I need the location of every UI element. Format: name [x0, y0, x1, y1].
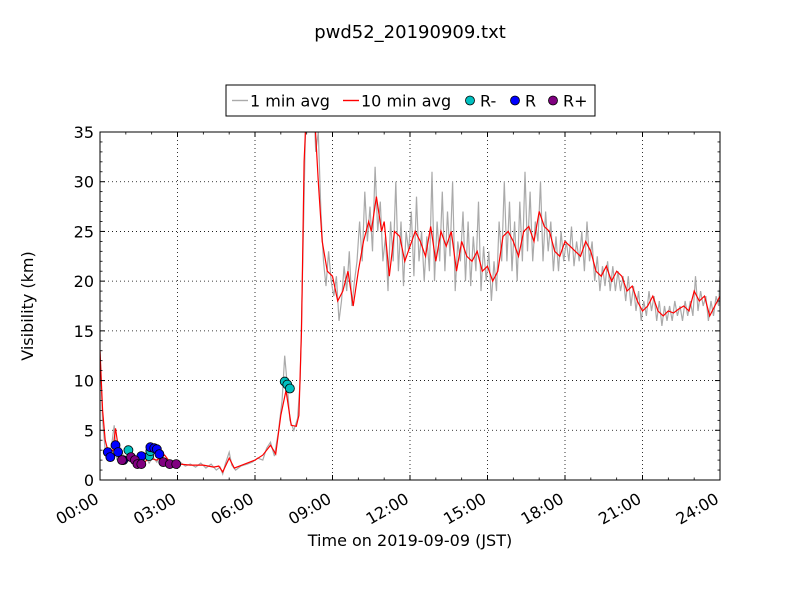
y-tick-label: 0	[84, 471, 94, 490]
marker-r-plus	[117, 455, 127, 466]
x-axis-label: Time on 2019-09-09 (JST)	[307, 531, 512, 550]
series-line-10-min-avg	[100, 132, 720, 474]
y-tick-label: 20	[74, 272, 94, 291]
y-tick-label: 30	[74, 173, 94, 192]
legend-label: 1 min avg	[250, 92, 330, 111]
marker-r-minus	[284, 383, 295, 394]
y-tick-label: 25	[74, 222, 94, 241]
legend-swatch-marker	[510, 95, 520, 106]
legend: 1 min avg 10 min avg R- R R+	[225, 84, 596, 117]
marker-r-plus	[171, 459, 182, 469]
series-line-1-min-avg	[100, 132, 720, 476]
marker-r	[154, 449, 165, 460]
y-axis-label: Visibility (km)	[18, 251, 37, 360]
legend-box	[225, 84, 596, 117]
legend-swatch-marker	[465, 95, 475, 106]
plot-series	[100, 132, 720, 476]
legend-label: R+	[563, 92, 588, 111]
y-tick-label: 15	[74, 322, 94, 341]
legend-label: 10 min avg	[361, 92, 451, 111]
chart-title: pwd52_20190909.txt	[314, 22, 506, 43]
marker-r	[105, 452, 116, 463]
legend-swatch-marker	[548, 95, 558, 106]
y-tick-label: 10	[74, 372, 94, 391]
marker-r-plus	[136, 459, 147, 469]
y-tick-label: 35	[74, 123, 94, 142]
legend-label: R-	[480, 92, 496, 111]
y-tick-label: 5	[84, 421, 94, 440]
marker-r	[113, 447, 123, 458]
legend-label: R	[525, 92, 536, 111]
